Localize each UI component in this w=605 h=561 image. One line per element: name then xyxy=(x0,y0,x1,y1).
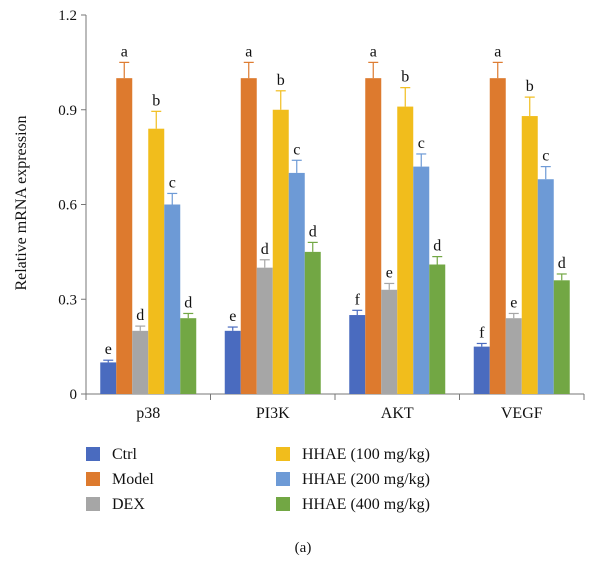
bar xyxy=(473,346,490,394)
legend-label: Model xyxy=(112,471,154,488)
bar xyxy=(413,166,430,394)
significance-label: e xyxy=(510,294,517,311)
significance-label: c xyxy=(293,141,300,158)
bar xyxy=(489,78,506,395)
legend-label: HHAE (400 mg/kg) xyxy=(302,496,430,513)
bar xyxy=(180,318,197,394)
significance-label: b xyxy=(277,72,285,89)
x-tick-label: PI3K xyxy=(256,405,290,422)
significance-label: d xyxy=(433,238,441,255)
significance-label: d xyxy=(184,294,192,311)
significance-label: b xyxy=(401,69,409,86)
y-ticks: 0 0.3 0.6 0.9 1.2 xyxy=(58,8,86,403)
bar xyxy=(537,179,554,394)
bar xyxy=(132,330,149,394)
significance-label: e xyxy=(229,308,236,325)
bars: e a d b c d e a d b c d f a e b c d f a e b c d xyxy=(100,43,570,395)
significance-label: e xyxy=(105,341,112,358)
significance-label: d xyxy=(558,255,566,272)
significance-label: a xyxy=(370,43,377,60)
significance-label: d xyxy=(136,307,144,324)
bar xyxy=(288,172,305,394)
figure-caption: (a) xyxy=(295,540,312,556)
bar xyxy=(240,78,257,395)
legend-swatch xyxy=(276,497,290,511)
legend-label: HHAE (100 mg/kg) xyxy=(302,446,430,463)
x-tick-label: AKT xyxy=(381,405,414,422)
x-ticks: p38 PI3K AKT VEGF xyxy=(85,394,585,422)
significance-label: a xyxy=(121,43,128,60)
legend-swatch xyxy=(276,472,290,486)
bar xyxy=(381,289,398,394)
bar xyxy=(164,204,181,394)
legend-label: HHAE (200 mg/kg) xyxy=(302,471,430,488)
bar xyxy=(349,315,366,394)
bar xyxy=(365,78,382,395)
significance-label: f xyxy=(355,291,361,308)
bar xyxy=(256,267,273,394)
legend-swatch xyxy=(86,472,100,486)
legend-swatch xyxy=(276,447,290,461)
bar xyxy=(148,128,165,394)
x-tick-label: VEGF xyxy=(501,405,543,422)
y-tick-label: 0.3 xyxy=(58,292,77,308)
x-tick-label: p38 xyxy=(136,405,160,422)
y-tick-label: 0.6 xyxy=(58,198,77,214)
bar xyxy=(429,264,446,394)
legend-swatch xyxy=(86,447,100,461)
legend-label: Ctrl xyxy=(112,446,137,463)
legend-label: DEX xyxy=(112,496,145,513)
bar xyxy=(304,251,321,394)
significance-label: f xyxy=(479,324,485,341)
significance-label: b xyxy=(152,92,160,109)
bar xyxy=(505,318,522,394)
y-tick-label: 0 xyxy=(70,387,78,403)
bar xyxy=(116,78,133,395)
bar xyxy=(272,109,289,394)
significance-label: a xyxy=(245,43,252,60)
legend-swatch xyxy=(86,497,100,511)
significance-label: a xyxy=(494,43,501,60)
significance-label: d xyxy=(309,223,317,240)
bar xyxy=(224,330,241,394)
significance-label: c xyxy=(418,135,425,152)
y-tick-label: 1.2 xyxy=(58,8,77,24)
legend: Ctrl Model DEX HHAE (100 mg/kg) HHAE (200 mg… xyxy=(86,446,430,513)
significance-label: c xyxy=(542,148,549,165)
significance-label: c xyxy=(169,174,176,191)
bar xyxy=(521,116,538,395)
y-tick-label: 0.9 xyxy=(58,103,77,119)
y-axis-label: Relative mRNA expression xyxy=(13,115,30,290)
significance-label: e xyxy=(386,264,393,281)
bar xyxy=(397,106,414,394)
significance-label: b xyxy=(526,78,534,95)
bar xyxy=(100,362,117,394)
significance-label: d xyxy=(261,241,269,258)
bar xyxy=(553,280,570,394)
